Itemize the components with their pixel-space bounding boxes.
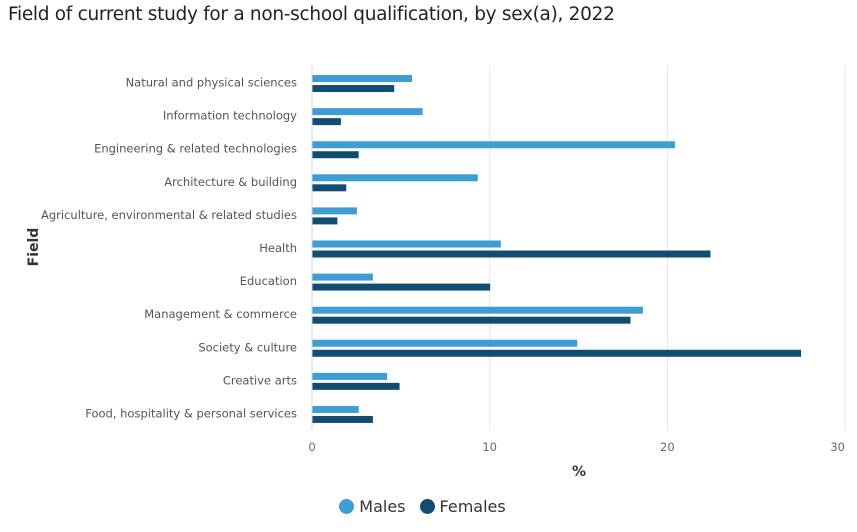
bar-males[interactable] — [312, 273, 373, 281]
bars — [312, 75, 802, 423]
bar-males[interactable] — [312, 174, 478, 182]
legend-item-females[interactable]: Females — [419, 497, 506, 516]
category-label: Engineering & related technologies — [94, 142, 297, 156]
legend: Males Females — [0, 497, 851, 516]
bar-males[interactable] — [312, 372, 388, 380]
bar-females[interactable] — [312, 382, 400, 390]
category-label: Architecture & building — [164, 175, 297, 189]
bar-females[interactable] — [312, 283, 491, 291]
x-tick-label: 10 — [482, 440, 497, 454]
category-label: Health — [259, 241, 297, 255]
category-label: Management & commerce — [144, 307, 297, 321]
bar-males[interactable] — [312, 339, 578, 347]
category-label: Food, hospitality & personal services — [85, 406, 297, 420]
x-tick-label: 0 — [308, 440, 315, 454]
bar-females[interactable] — [312, 250, 711, 258]
bar-males[interactable] — [312, 75, 412, 83]
legend-marker-icon — [419, 499, 435, 514]
bar-males[interactable] — [312, 108, 423, 116]
bar-males[interactable] — [312, 207, 357, 215]
x-tick-label: 30 — [830, 440, 845, 454]
x-axis-title: % — [572, 464, 586, 480]
category-labels: Natural and physical sciences Information… — [41, 76, 297, 421]
y-axis-title: Field — [26, 228, 42, 267]
legend-label: Females — [439, 497, 506, 516]
x-tick-labels: 0 10 20 30 — [308, 440, 845, 454]
category-label: Natural and physical sciences — [126, 76, 297, 90]
legend-marker-icon — [339, 499, 355, 514]
bar-females[interactable] — [312, 217, 338, 225]
bar-females[interactable] — [312, 415, 373, 423]
category-label: Society & culture — [198, 340, 297, 354]
bar-males[interactable] — [312, 405, 359, 413]
bar-females[interactable] — [312, 184, 347, 192]
bar-males[interactable] — [312, 141, 675, 149]
category-label: Information technology — [163, 109, 297, 123]
bar-females[interactable] — [312, 85, 395, 93]
legend-item-males[interactable]: Males — [339, 497, 406, 516]
bar-females[interactable] — [312, 316, 631, 324]
legend-label: Males — [359, 497, 406, 516]
category-label: Education — [240, 274, 297, 288]
category-label: Agriculture, environmental & related stu… — [41, 208, 297, 222]
bar-females[interactable] — [312, 118, 341, 126]
chart-title: Field of current study for a non-school … — [8, 4, 615, 25]
bar-males[interactable] — [312, 240, 501, 248]
bar-chart: Natural and physical sciences Information… — [26, 66, 846, 480]
bar-females[interactable] — [312, 349, 802, 357]
category-label: Creative arts — [223, 373, 297, 387]
x-tick-label: 20 — [660, 440, 675, 454]
bar-females[interactable] — [312, 151, 359, 159]
gridlines — [311, 66, 846, 430]
bar-males[interactable] — [312, 306, 643, 314]
